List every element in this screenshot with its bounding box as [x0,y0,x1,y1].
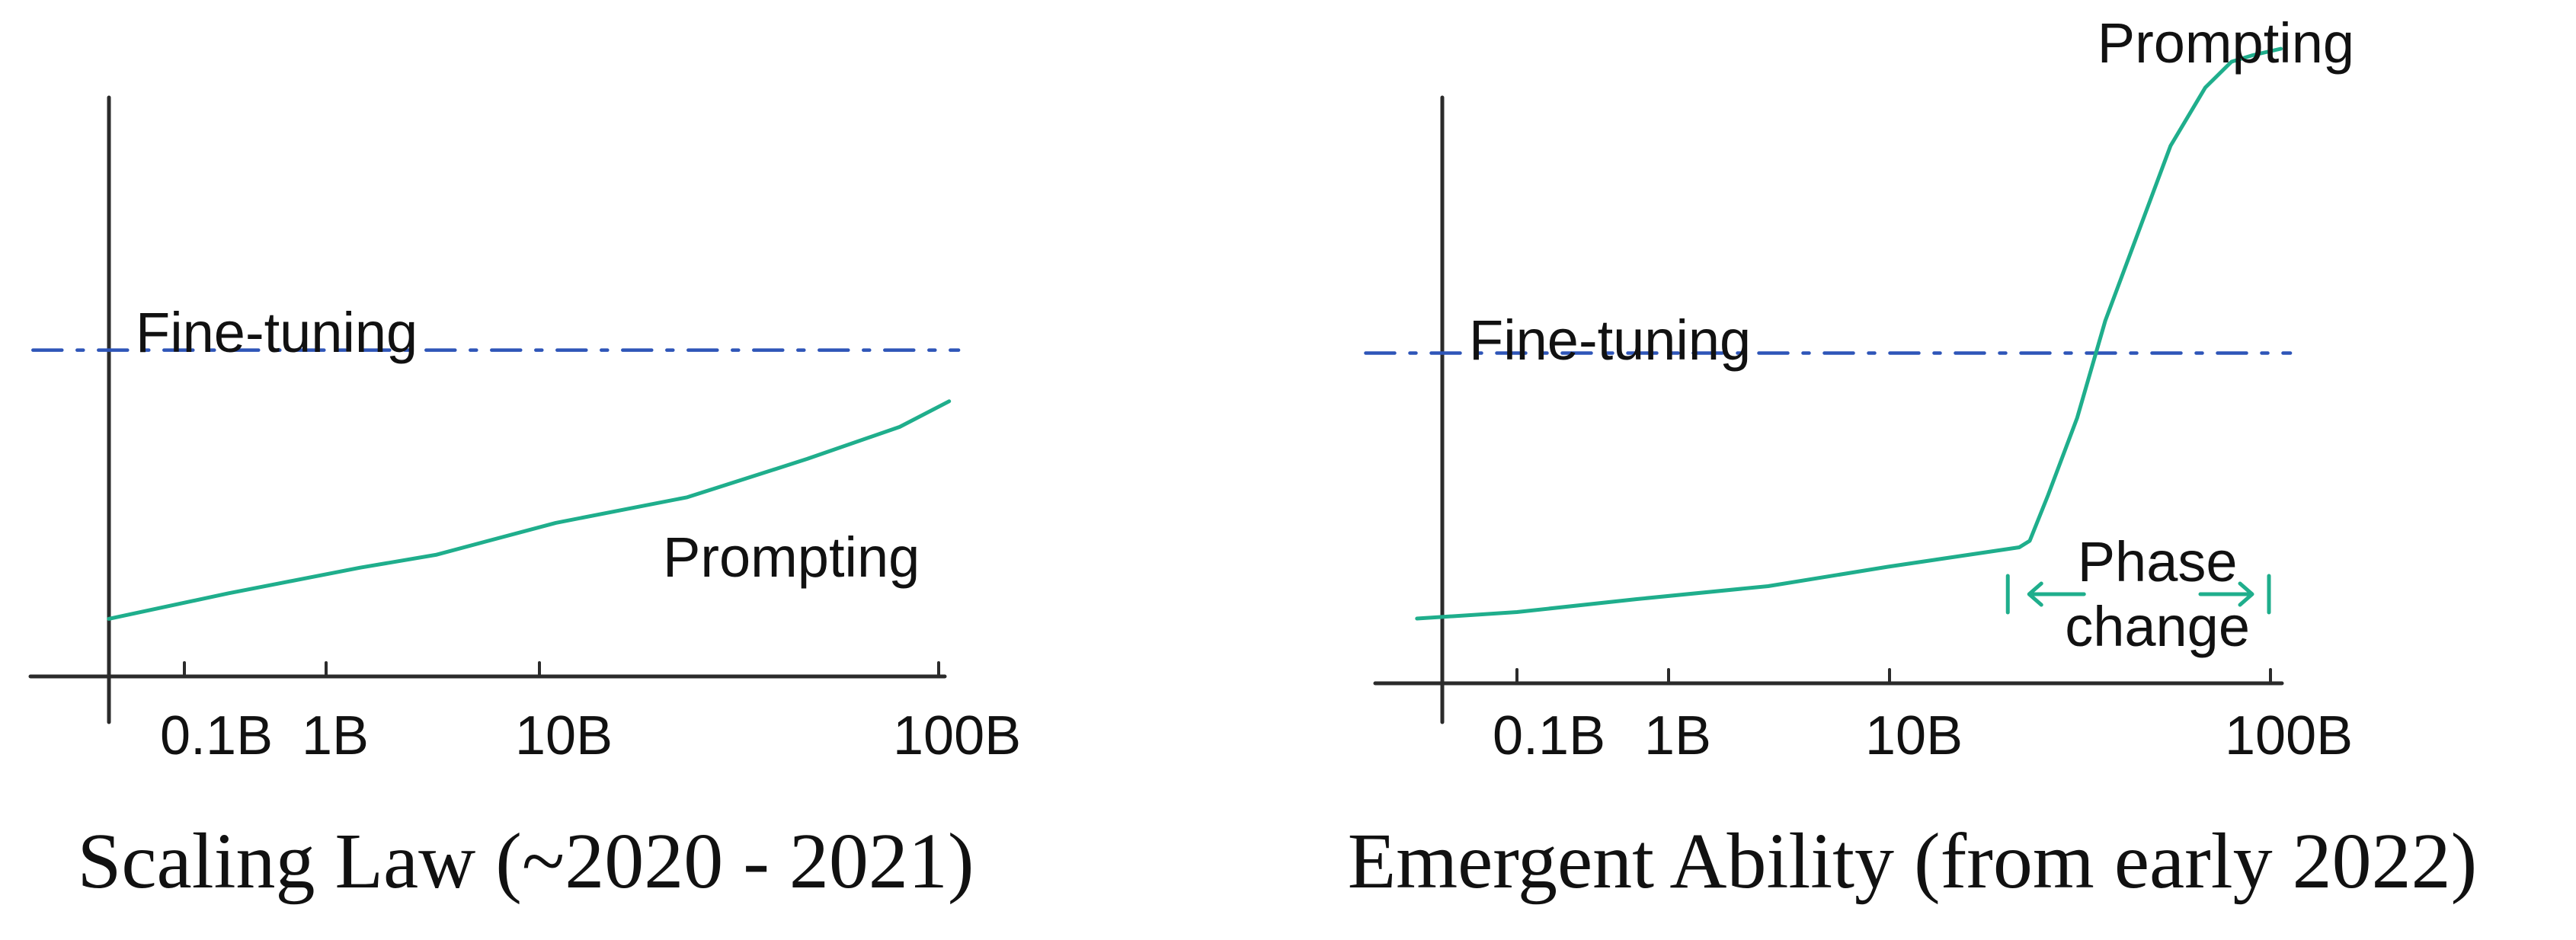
prompting-line [1415,46,2283,621]
chart-caption: Scaling Law (~2020 - 2021) [78,817,974,905]
x-tick-label: 10B [515,705,613,766]
prompting-label: Prompting [663,526,920,589]
phase-change-right-arrow [2198,581,2254,607]
x-tick-label: 0.1B [1493,705,1605,766]
x-tick-label: 1B [302,705,369,766]
x-tick-label: 1B [1644,705,1711,766]
x-tick-label: 0.1B [160,705,273,766]
phase-change-label-line2: change [2065,595,2250,658]
fine-tuning-label: Fine-tuning [136,301,418,364]
x-tick-label: 100B [893,705,1021,766]
phase-change-label-line1: Phase [2078,530,2238,593]
chart-caption: Emergent Ability (from early 2022) [1348,817,2478,905]
phase-change-left-arrow [2027,581,2086,607]
scaling-law-panel: 0.1B 1B 10B 100B Fine-tuning Prompting Scaling… [28,95,1021,905]
fine-tuning-label: Fine-tuning [1469,309,1751,372]
x-tick-label: 10B [1865,705,1963,766]
emergent-ability-panel: 0.1B 1B 10B 100B Fine-tuning Prompting Phasech… [1348,11,2478,905]
prompting-label: Prompting [2098,11,2354,75]
x-tick-label: 100B [2225,705,2353,766]
